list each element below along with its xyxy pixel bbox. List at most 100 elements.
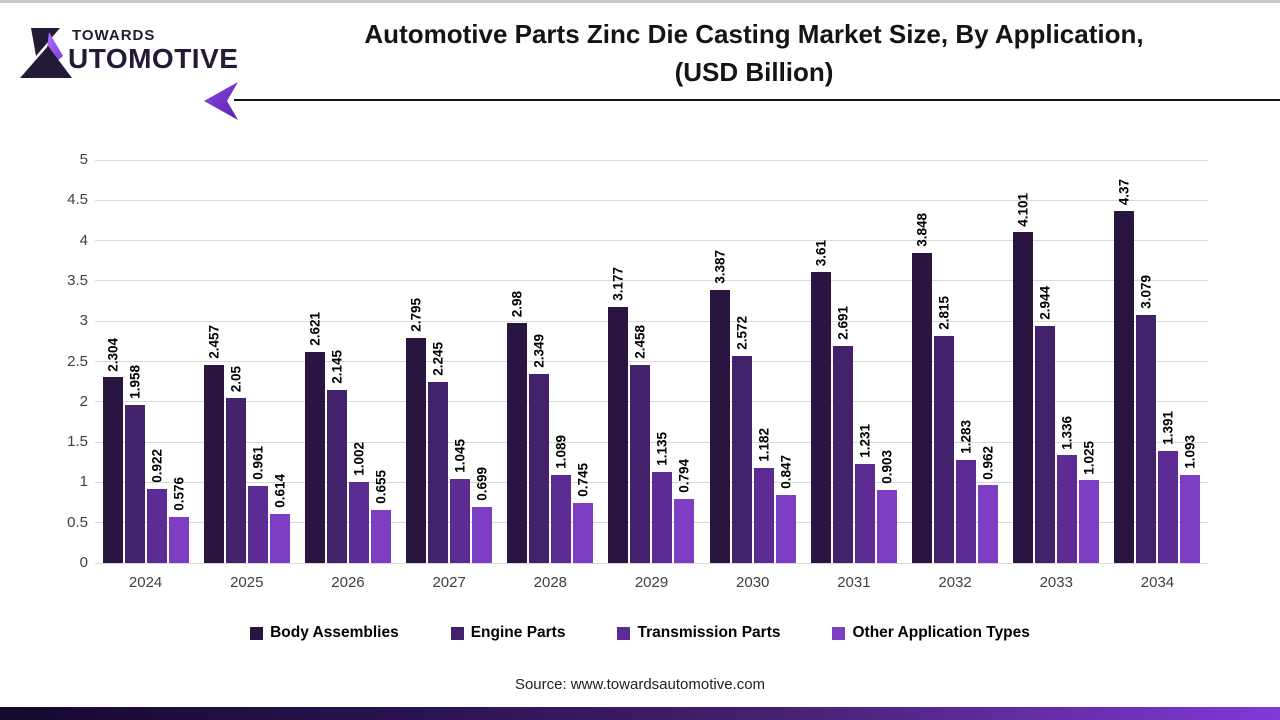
bar-value-label: 1.958 <box>126 365 142 400</box>
bar-engine-parts-2032: 2.815 <box>934 296 955 563</box>
bar-body-assemblies-2027: 2.795 <box>406 298 427 563</box>
bar-value-label: 0.922 <box>148 448 164 483</box>
logo-wordmark: TOWARDS UTOMOTIVE <box>68 24 238 73</box>
chart-title: Automotive Parts Zinc Die Casting Market… <box>240 16 1268 91</box>
bar-value-label: 2.245 <box>430 342 446 377</box>
bar-value-label: 2.621 <box>307 311 323 346</box>
legend-label: Other Application Types <box>852 624 1030 641</box>
bar-engine-parts-2026: 2.145 <box>326 350 347 563</box>
bar-body-assemblies-2034: 4.37 <box>1114 179 1135 563</box>
bar-body-assemblies-2030: 3.387 <box>709 250 730 563</box>
bar-transmission-parts-2024: 0.922 <box>146 449 167 563</box>
bar-value-label: 2.458 <box>632 325 648 359</box>
bar-value-label: 0.794 <box>676 459 692 494</box>
legend-label: Engine Parts <box>470 624 566 641</box>
bar-value-label: 1.283 <box>958 419 974 454</box>
legend: Body Assemblies Engine Parts Transmission … <box>0 624 1280 642</box>
bar-value-label: 0.745 <box>575 463 591 497</box>
bar-engine-parts-2024: 1.958 <box>124 365 145 563</box>
gridline <box>95 199 1208 201</box>
bar-value-label: 4.37 <box>1116 178 1132 205</box>
bar-value-label: 2.05 <box>228 365 243 392</box>
y-axis: 0 0.5 1 1.5 2 2.5 3 3.5 4 4.5 5 <box>48 152 88 571</box>
bar-engine-parts-2027: 2.245 <box>428 342 449 563</box>
bar-value-label: 2.944 <box>1037 285 1053 320</box>
bar-other-application-types-2031: 0.903 <box>876 450 897 563</box>
bar-group-2024: 2.304 1.958 0.922 0.576 <box>95 160 196 563</box>
bar-value-label: 1.336 <box>1059 415 1075 450</box>
bar-value-label: 1.135 <box>654 431 670 466</box>
logo-towards-text: TOWARDS <box>72 27 156 44</box>
y-axis-tick-label: 0.5 <box>67 513 88 531</box>
x-axis-label-2032: 2032 <box>938 574 972 591</box>
legend-item-engine-parts: Engine Parts <box>450 624 566 642</box>
x-axis-label-2026: 2026 <box>331 574 365 591</box>
bar-group-2033: 4.101 2.944 1.336 1.025 <box>1006 160 1107 563</box>
bar-value-label: 2.349 <box>531 333 547 368</box>
gridline <box>95 240 1208 242</box>
bar-other-application-types-2028: 0.745 <box>573 463 594 563</box>
bar-group-2028: 2.98 2.349 1.089 0.745 <box>500 160 601 563</box>
bar-value-label: 0.614 <box>272 473 287 508</box>
gridline <box>95 159 1208 161</box>
y-axis-tick-label: 2 <box>79 392 88 410</box>
logo-a-mark-icon <box>20 28 72 78</box>
bar-transmission-parts-2033: 1.336 <box>1057 416 1078 563</box>
bar-value-label: 1.045 <box>452 438 468 473</box>
legend-item-other-application-types: Other Application Types <box>832 624 1030 642</box>
y-axis-tick-label: 5 <box>79 151 88 168</box>
bar-value-label: 2.304 <box>104 337 120 372</box>
legend-item-transmission-parts: Transmission Parts <box>617 624 780 642</box>
bar-group-2027: 2.795 2.245 1.045 0.699 <box>399 160 500 563</box>
bar-value-label: 2.572 <box>733 315 749 350</box>
x-axis-label-2029: 2029 <box>634 574 669 591</box>
bar-other-application-types-2034: 1.093 <box>1180 435 1201 563</box>
bar-group-2030: 3.387 2.572 1.182 0.847 <box>702 160 803 563</box>
logo-automotive-text: UTOMOTIVE <box>68 43 239 74</box>
gridline <box>95 401 1208 403</box>
bar-value-label: 2.457 <box>206 325 221 359</box>
bar-value-label: 0.576 <box>170 476 186 511</box>
bar-value-label: 2.691 <box>835 306 851 341</box>
bar-value-label: 1.182 <box>755 427 771 462</box>
bar-value-label: 3.177 <box>610 267 626 301</box>
chart-title-line2: (USD Billion) <box>674 56 834 87</box>
bar-other-application-types-2029: 0.794 <box>674 459 695 563</box>
plot-area: 2.304 1.958 0.922 0.576 2.457 2.05 0.961 0.614 2… <box>95 159 1208 564</box>
left-arrow-icon <box>204 82 238 120</box>
bar-engine-parts-2025: 2.05 <box>225 366 246 563</box>
legend-swatch-icon <box>832 626 846 640</box>
bar-engine-parts-2030: 2.572 <box>731 316 752 563</box>
y-axis-tick-label: 3.5 <box>67 271 88 289</box>
towards-automotive-logo: TOWARDS UTOMOTIVE <box>18 24 238 82</box>
bar-group-2032: 3.848 2.815 1.283 0.962 <box>904 160 1005 563</box>
bar-body-assemblies-2024: 2.304 <box>102 338 123 563</box>
legend-swatch-icon <box>450 626 464 640</box>
y-axis-tick-label: 0 <box>79 554 88 571</box>
bar-transmission-parts-2032: 1.283 <box>956 420 977 563</box>
bar-value-label: 1.025 <box>1081 440 1097 475</box>
x-axis-label-2033: 2033 <box>1039 574 1073 591</box>
bar-value-label: 0.847 <box>777 454 793 489</box>
bar-value-label: 0.903 <box>879 450 895 485</box>
bar-transmission-parts-2034: 1.391 <box>1158 411 1179 563</box>
x-axis: 2024 2025 2026 2027 2028 2029 2030 2031 2032 2033… <box>95 574 1208 591</box>
x-axis-label-2028: 2028 <box>533 574 568 591</box>
bar-group-2025: 2.457 2.05 0.961 0.614 <box>196 160 297 563</box>
bar-value-label: 1.231 <box>857 424 873 458</box>
bar-engine-parts-2031: 2.691 <box>832 306 853 563</box>
bar-body-assemblies-2026: 2.621 <box>304 312 325 563</box>
gridline <box>95 481 1208 483</box>
bar-transmission-parts-2029: 1.135 <box>652 432 673 563</box>
y-axis-tick-label: 2.5 <box>67 352 88 370</box>
gridline <box>95 280 1208 282</box>
y-axis-tick-label: 3 <box>79 312 88 330</box>
bar-body-assemblies-2033: 4.101 <box>1013 193 1034 563</box>
bar-value-label: 3.079 <box>1138 275 1154 309</box>
bar-other-application-types-2025: 0.614 <box>269 474 290 563</box>
bar-group-2034: 4.37 3.079 1.391 1.093 <box>1107 160 1208 563</box>
bar-body-assemblies-2028: 2.98 <box>507 291 528 563</box>
x-axis-label-2031: 2031 <box>837 574 871 591</box>
bar-engine-parts-2028: 2.349 <box>529 334 550 563</box>
x-axis-label-2030: 2030 <box>736 574 770 591</box>
